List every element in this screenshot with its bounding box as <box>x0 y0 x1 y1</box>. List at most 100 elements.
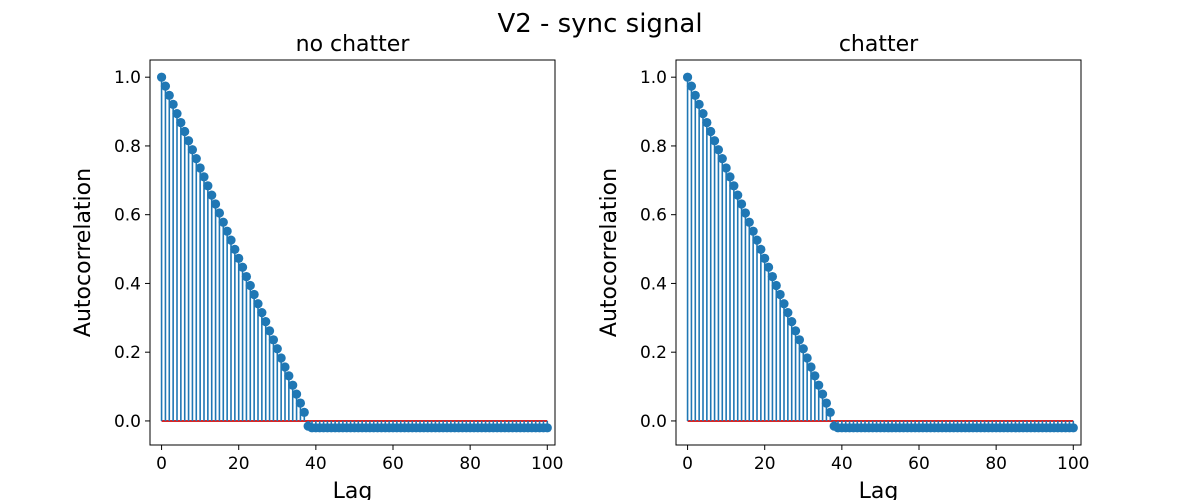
y-tick-label: 0.8 <box>114 137 141 157</box>
stem-marker <box>222 226 232 236</box>
stem-marker <box>779 299 789 309</box>
stem-marker <box>825 407 835 417</box>
stem-marker <box>709 136 720 146</box>
stem-marker <box>729 181 739 191</box>
stem-marker <box>261 316 271 327</box>
stem-marker <box>706 126 716 137</box>
x-tick-label: 100 <box>531 454 563 474</box>
stem-marker <box>234 253 244 263</box>
stem-marker <box>771 280 781 291</box>
stem-marker <box>280 362 290 372</box>
stem-marker <box>744 217 754 227</box>
stem-marker <box>767 271 778 282</box>
stem-marker <box>164 90 174 101</box>
stem-marker <box>740 208 751 218</box>
stem-marker <box>1068 423 1078 433</box>
stem-marker <box>264 326 275 336</box>
stem-marker <box>291 389 302 399</box>
axes-title: no chatter <box>296 32 411 57</box>
stem-marker <box>218 217 228 227</box>
x-tick-label: 40 <box>305 454 327 474</box>
stem-marker <box>733 190 743 200</box>
axes-frame <box>149 59 556 446</box>
x-tick-label: 40 <box>831 454 853 474</box>
stem-marker <box>814 380 824 390</box>
stem-marker <box>253 299 263 309</box>
y-tick-label: 0.2 <box>114 343 141 363</box>
stem-marker <box>748 226 758 236</box>
stem-marker <box>682 72 693 82</box>
stem-marker <box>160 81 171 91</box>
y-tick-label: 1.0 <box>114 68 141 88</box>
stem-marker <box>299 407 309 417</box>
stem-marker <box>187 145 198 155</box>
axes-frame <box>675 59 1082 446</box>
x-tick-label: 80 <box>459 454 481 474</box>
x-tick-label: 80 <box>985 454 1007 474</box>
axes-1: 0 20 40 60 80 100 0.0 0.2 0.4 0.6 0.8 1.0 no chatter… <box>71 32 564 500</box>
x-tick-label: 0 <box>156 454 167 474</box>
stem-marker <box>810 371 820 381</box>
x-tick-label: 20 <box>228 454 250 474</box>
stem-marker <box>760 253 770 263</box>
stem-marker <box>787 316 797 327</box>
stem-marker <box>245 280 255 291</box>
stem-marker <box>790 326 801 336</box>
x-tick-label: 20 <box>754 454 776 474</box>
x-axis-label: Lag <box>333 479 373 500</box>
stem-marker <box>713 145 724 155</box>
stem-marker <box>241 271 252 282</box>
stem-marker <box>756 244 766 255</box>
stem-marker <box>288 380 298 390</box>
axes-title: chatter <box>839 32 919 57</box>
x-tick-label: 60 <box>908 454 930 474</box>
y-tick-label: 0.0 <box>114 412 141 432</box>
stem-marker <box>191 154 201 164</box>
stem-marker <box>237 262 248 272</box>
stem-marker <box>284 371 294 381</box>
stem-marker <box>195 163 205 173</box>
stem-marker <box>821 398 832 408</box>
stem-marker <box>172 109 182 119</box>
stem-marker <box>763 262 774 272</box>
stem-marker <box>752 235 762 245</box>
y-tick-label: 0.6 <box>114 206 141 226</box>
stem-marker <box>207 190 217 200</box>
stem-marker <box>249 289 259 300</box>
stem-marker <box>725 172 735 182</box>
stem-marker <box>203 181 213 191</box>
stem-marker <box>698 109 708 119</box>
stem-marker <box>775 289 785 300</box>
stem-marker <box>798 344 808 354</box>
y-tick-label: 0.8 <box>640 137 667 157</box>
stem-marker <box>214 208 225 218</box>
stem-marker <box>721 163 731 173</box>
y-tick-label: 0.4 <box>640 274 667 294</box>
stem-marker <box>210 199 221 209</box>
stem-marker <box>199 172 209 182</box>
stem-marker <box>794 335 805 345</box>
stem-marker <box>176 117 186 128</box>
x-tick-label: 0 <box>682 454 693 474</box>
stem-marker <box>276 353 286 363</box>
stem-marker <box>295 398 306 408</box>
stem-marker <box>694 99 704 109</box>
stem-marker <box>230 244 240 255</box>
stem-marker <box>257 308 267 318</box>
stem-marker <box>272 344 282 354</box>
stem-marker <box>690 90 700 101</box>
stem-marker <box>686 81 697 91</box>
stem-marker <box>817 389 828 399</box>
axes-2: 0 20 40 60 80 100 0.0 0.2 0.4 0.6 0.8 1.0 chatter Lag… <box>597 32 1090 500</box>
stem-marker <box>183 136 194 146</box>
stem-marker <box>806 362 816 372</box>
stem-marker <box>702 117 712 128</box>
stem-marker <box>783 308 793 318</box>
stem-marker <box>736 199 747 209</box>
stem-marker <box>156 72 167 82</box>
y-axis-label: Autocorrelation <box>71 168 96 337</box>
y-tick-label: 0.4 <box>114 274 141 294</box>
y-axis-label: Autocorrelation <box>597 168 622 337</box>
stem-marker <box>226 235 236 245</box>
y-tick-label: 0.2 <box>640 343 667 363</box>
